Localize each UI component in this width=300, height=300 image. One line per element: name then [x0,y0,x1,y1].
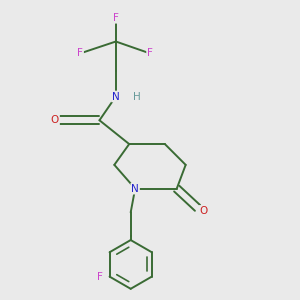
Text: F: F [113,13,119,23]
Text: O: O [200,206,208,216]
Text: O: O [51,115,59,125]
Text: F: F [77,48,83,59]
Text: F: F [97,272,103,282]
Text: N: N [131,184,139,194]
Text: F: F [147,48,153,59]
Text: N: N [112,92,120,101]
Text: H: H [133,92,140,101]
